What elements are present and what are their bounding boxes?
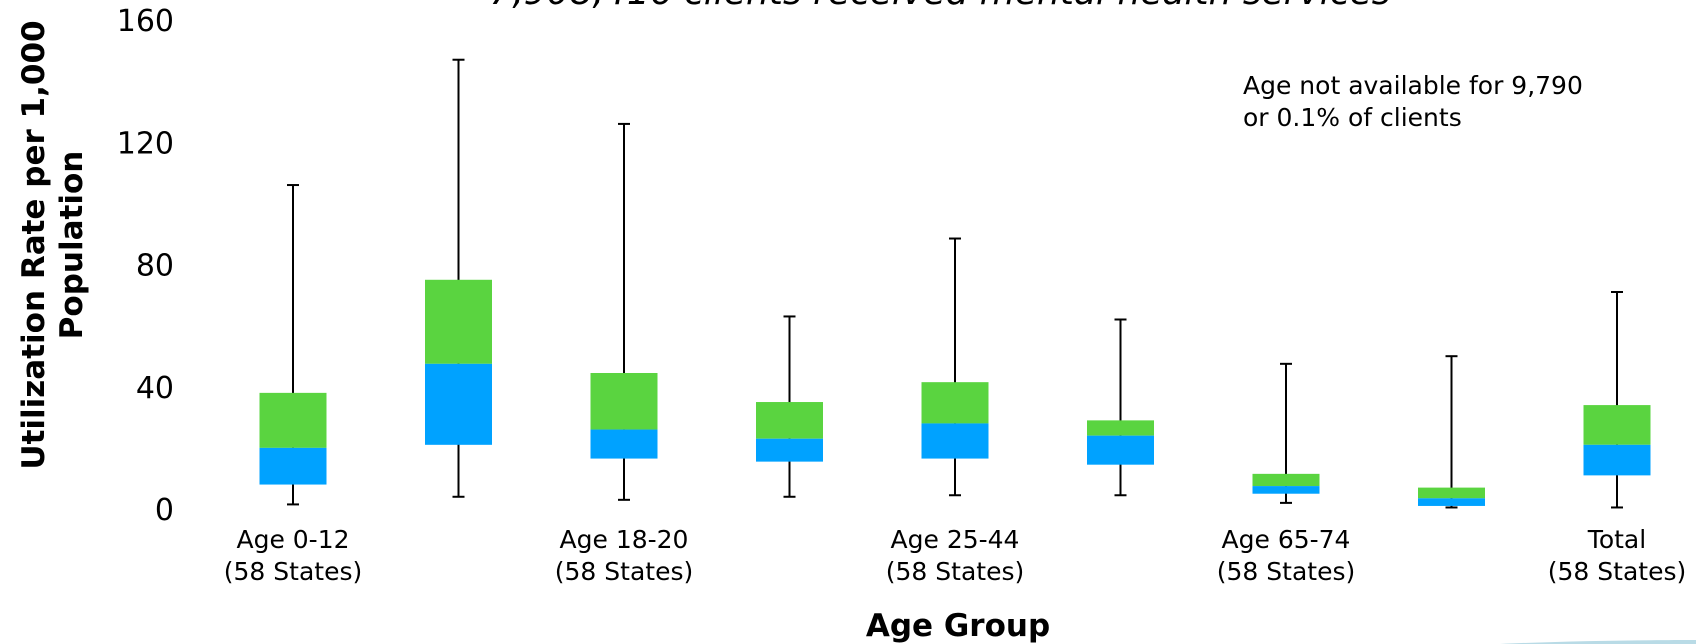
box-lower-quartile — [1418, 498, 1485, 506]
x-category-sublabel: (58 States) — [224, 557, 362, 586]
x-category-label: Age 25-44 — [891, 525, 1020, 554]
box-lower-quartile — [1583, 444, 1651, 476]
y-axis-title: Utilization Rate per 1,000 Population — [16, 20, 90, 469]
box-upper-quartile — [1583, 405, 1651, 445]
box-lower-quartile — [425, 363, 492, 445]
box-upper-quartile — [425, 279, 492, 364]
box-lower-quartile — [259, 447, 327, 485]
y-tick-label: 160 — [117, 4, 174, 39]
chart-subtitle: 7,908,416 clients received mental health… — [489, 0, 1390, 13]
box-upper-quartile — [921, 382, 989, 424]
box-group — [756, 315, 823, 498]
x-category-sublabel: (58 States) — [1217, 557, 1355, 586]
box-upper-quartile — [590, 372, 658, 430]
box-lower-quartile — [1087, 435, 1154, 465]
y-tick-label: 120 — [117, 126, 174, 161]
box-upper-quartile — [1252, 473, 1320, 487]
chart-note-line-1: Age not available for 9,790 — [1243, 71, 1583, 100]
box-upper-quartile — [756, 402, 823, 439]
box-lower-quartile — [921, 423, 989, 459]
x-category-label: Total — [1587, 525, 1646, 554]
decorative-accent-bar — [1500, 640, 1696, 644]
x-category-label: Age 65-74 — [1222, 525, 1351, 554]
y-tick-label: 80 — [136, 249, 174, 284]
x-category-label: Age 0-12 — [236, 525, 349, 554]
box-series — [259, 58, 1651, 509]
y-axis-ticks: 0 40 80 120 160 — [117, 4, 174, 528]
x-category-sublabel: (58 States) — [886, 557, 1024, 586]
y-tick-label: 40 — [136, 371, 174, 406]
x-axis-title: Age Group — [866, 608, 1050, 644]
y-axis-title-line-1: Utilization Rate per 1,000 — [16, 20, 52, 469]
box-lower-quartile — [756, 438, 823, 462]
box-group — [1418, 355, 1485, 509]
x-category-label: Age 18-20 — [560, 525, 689, 554]
x-category-sublabel: (58 States) — [555, 557, 693, 586]
box-group — [921, 237, 989, 497]
y-tick-label: 0 — [155, 493, 174, 528]
y-axis-title-line-2: Population — [54, 151, 90, 340]
box-upper-quartile — [1418, 487, 1485, 499]
box-upper-quartile — [1087, 420, 1154, 436]
box-group — [259, 184, 327, 506]
box-group — [590, 122, 658, 501]
x-axis-category-labels: Age 0-12 (58 States) Age 18-20 (58 States) A… — [224, 525, 1686, 586]
box-lower-quartile — [590, 429, 658, 459]
x-category-sublabel: (58 States) — [1548, 557, 1686, 586]
box-group — [1583, 291, 1651, 509]
chart-note-line-2: or 0.1% of clients — [1243, 103, 1462, 132]
box-group — [1087, 318, 1154, 497]
box-lower-quartile — [1252, 486, 1320, 494]
box-group — [425, 58, 492, 498]
box-upper-quartile — [259, 392, 327, 448]
box-group — [1252, 362, 1320, 504]
